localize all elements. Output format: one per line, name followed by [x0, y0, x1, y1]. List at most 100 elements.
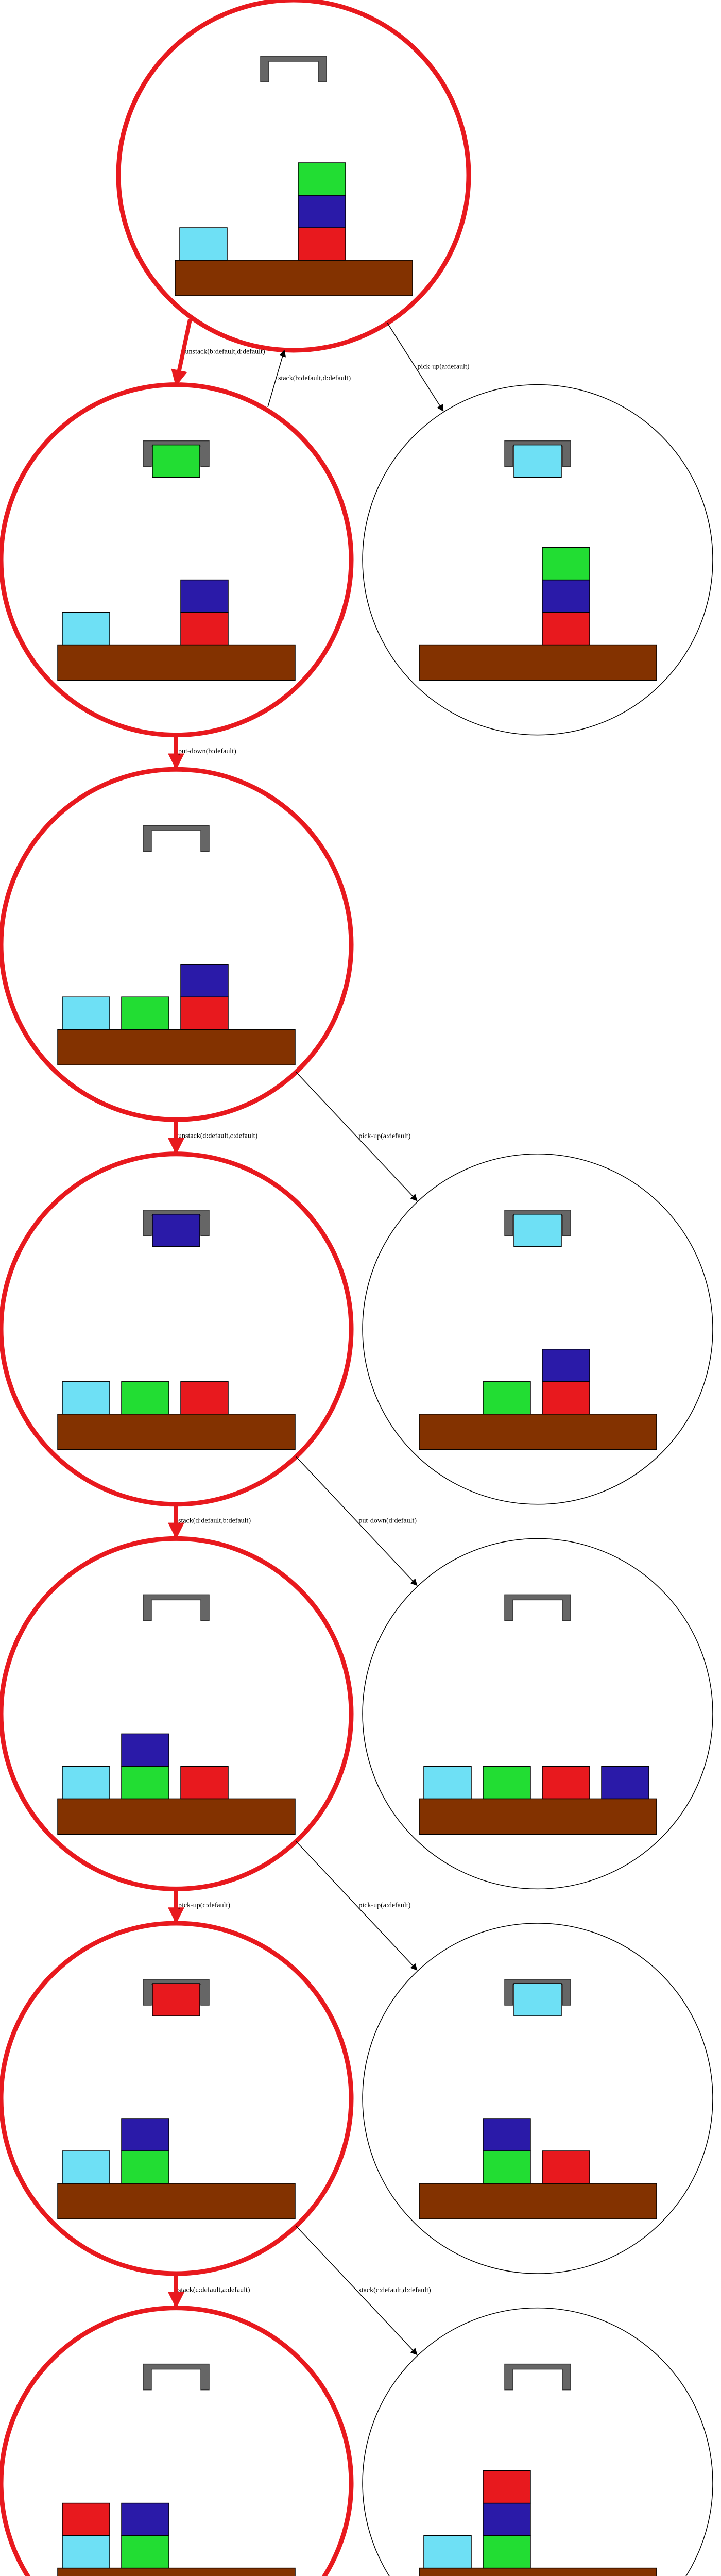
table — [57, 2183, 296, 2219]
block — [121, 1381, 169, 1415]
edge — [387, 323, 444, 412]
block — [121, 2502, 169, 2536]
edge-label: unstack(b:default,d:default) — [185, 348, 265, 356]
node-circle — [0, 1921, 354, 2276]
state-node — [0, 382, 354, 737]
block — [180, 964, 229, 997]
node-circle — [0, 382, 354, 737]
block — [483, 2502, 531, 2536]
edge-label: stack(b:default,d:default) — [278, 375, 351, 382]
gripper — [504, 2363, 571, 2391]
table — [57, 1414, 296, 1450]
node-circle — [0, 767, 354, 1122]
block — [180, 1766, 229, 1800]
held-block — [513, 1983, 562, 2016]
edge — [296, 1456, 418, 1586]
node-circle — [0, 1536, 354, 1891]
table — [419, 1414, 657, 1450]
block — [180, 579, 229, 613]
held-block — [152, 444, 200, 478]
edge — [267, 349, 286, 408]
block — [121, 1766, 169, 1800]
block — [542, 612, 590, 646]
table — [419, 2183, 657, 2219]
edge-label: put-down(b:default) — [178, 748, 236, 755]
node-circle — [362, 1538, 713, 1890]
edge-label: stack(c:default,a:default) — [178, 2286, 250, 2294]
node-circle — [0, 1151, 354, 1507]
block — [180, 996, 229, 1030]
edge-label: pick-up(a:default) — [417, 363, 469, 371]
edge-label: stack(d:default,b:default) — [178, 1517, 251, 1524]
edge-label: stack(c:default,d:default) — [358, 2286, 431, 2294]
block — [542, 1766, 590, 1800]
block — [62, 1381, 110, 1415]
block — [179, 227, 228, 261]
state-node — [0, 1921, 354, 2276]
block — [298, 227, 346, 261]
block — [542, 547, 590, 581]
edge — [171, 319, 192, 387]
block — [180, 1381, 229, 1415]
gripper — [504, 1594, 571, 1621]
edge-label: pick-up(c:default) — [178, 1902, 230, 1909]
block — [62, 2502, 110, 2536]
held-block — [513, 1214, 562, 1247]
table — [419, 644, 657, 681]
edge — [296, 1072, 418, 1201]
block — [62, 996, 110, 1030]
block — [62, 2150, 110, 2184]
block — [62, 612, 110, 646]
block — [62, 2535, 110, 2569]
state-node — [0, 767, 354, 1122]
block — [121, 2150, 169, 2184]
table — [175, 260, 413, 296]
block — [483, 2150, 531, 2184]
state-node — [362, 1923, 713, 2274]
edge — [296, 1841, 418, 1971]
state-node — [362, 384, 713, 736]
block — [542, 1381, 590, 1415]
block — [121, 1733, 169, 1767]
edge-label: unstack(d:default,c:default) — [178, 1132, 258, 1140]
node-circle — [116, 0, 471, 353]
node-circle — [0, 2306, 354, 2576]
edge-label: pick-up(a:default) — [358, 1132, 410, 1140]
node-circle — [362, 2307, 713, 2576]
block — [542, 2150, 590, 2184]
node-circle — [362, 384, 713, 736]
table — [57, 1029, 296, 1065]
block — [121, 2535, 169, 2569]
block — [542, 579, 590, 613]
block — [298, 162, 346, 196]
state-node — [0, 2306, 354, 2576]
edge-label: pick-up(a:default) — [358, 1902, 410, 1909]
state-node — [362, 1538, 713, 1890]
gripper — [143, 2363, 210, 2391]
state-node — [362, 2307, 713, 2576]
node-circle — [362, 1923, 713, 2274]
block — [298, 195, 346, 228]
block — [423, 1766, 472, 1800]
block — [180, 612, 229, 646]
held-block — [152, 1214, 200, 1247]
held-block — [513, 444, 562, 478]
block — [483, 2470, 531, 2504]
state-node — [0, 1151, 354, 1507]
table — [419, 2567, 657, 2576]
state-node — [362, 1154, 713, 1505]
block — [62, 1766, 110, 1800]
block — [542, 1349, 590, 1382]
block — [483, 2535, 531, 2569]
block — [121, 2118, 169, 2151]
table — [57, 644, 296, 681]
block — [121, 996, 169, 1030]
edge — [296, 2226, 418, 2355]
edge-label: put-down(d:default) — [358, 1517, 417, 1525]
held-block — [152, 1983, 200, 2016]
block — [483, 2118, 531, 2151]
block — [483, 1381, 531, 1415]
state-node — [0, 1536, 354, 1891]
table — [57, 1798, 296, 1835]
